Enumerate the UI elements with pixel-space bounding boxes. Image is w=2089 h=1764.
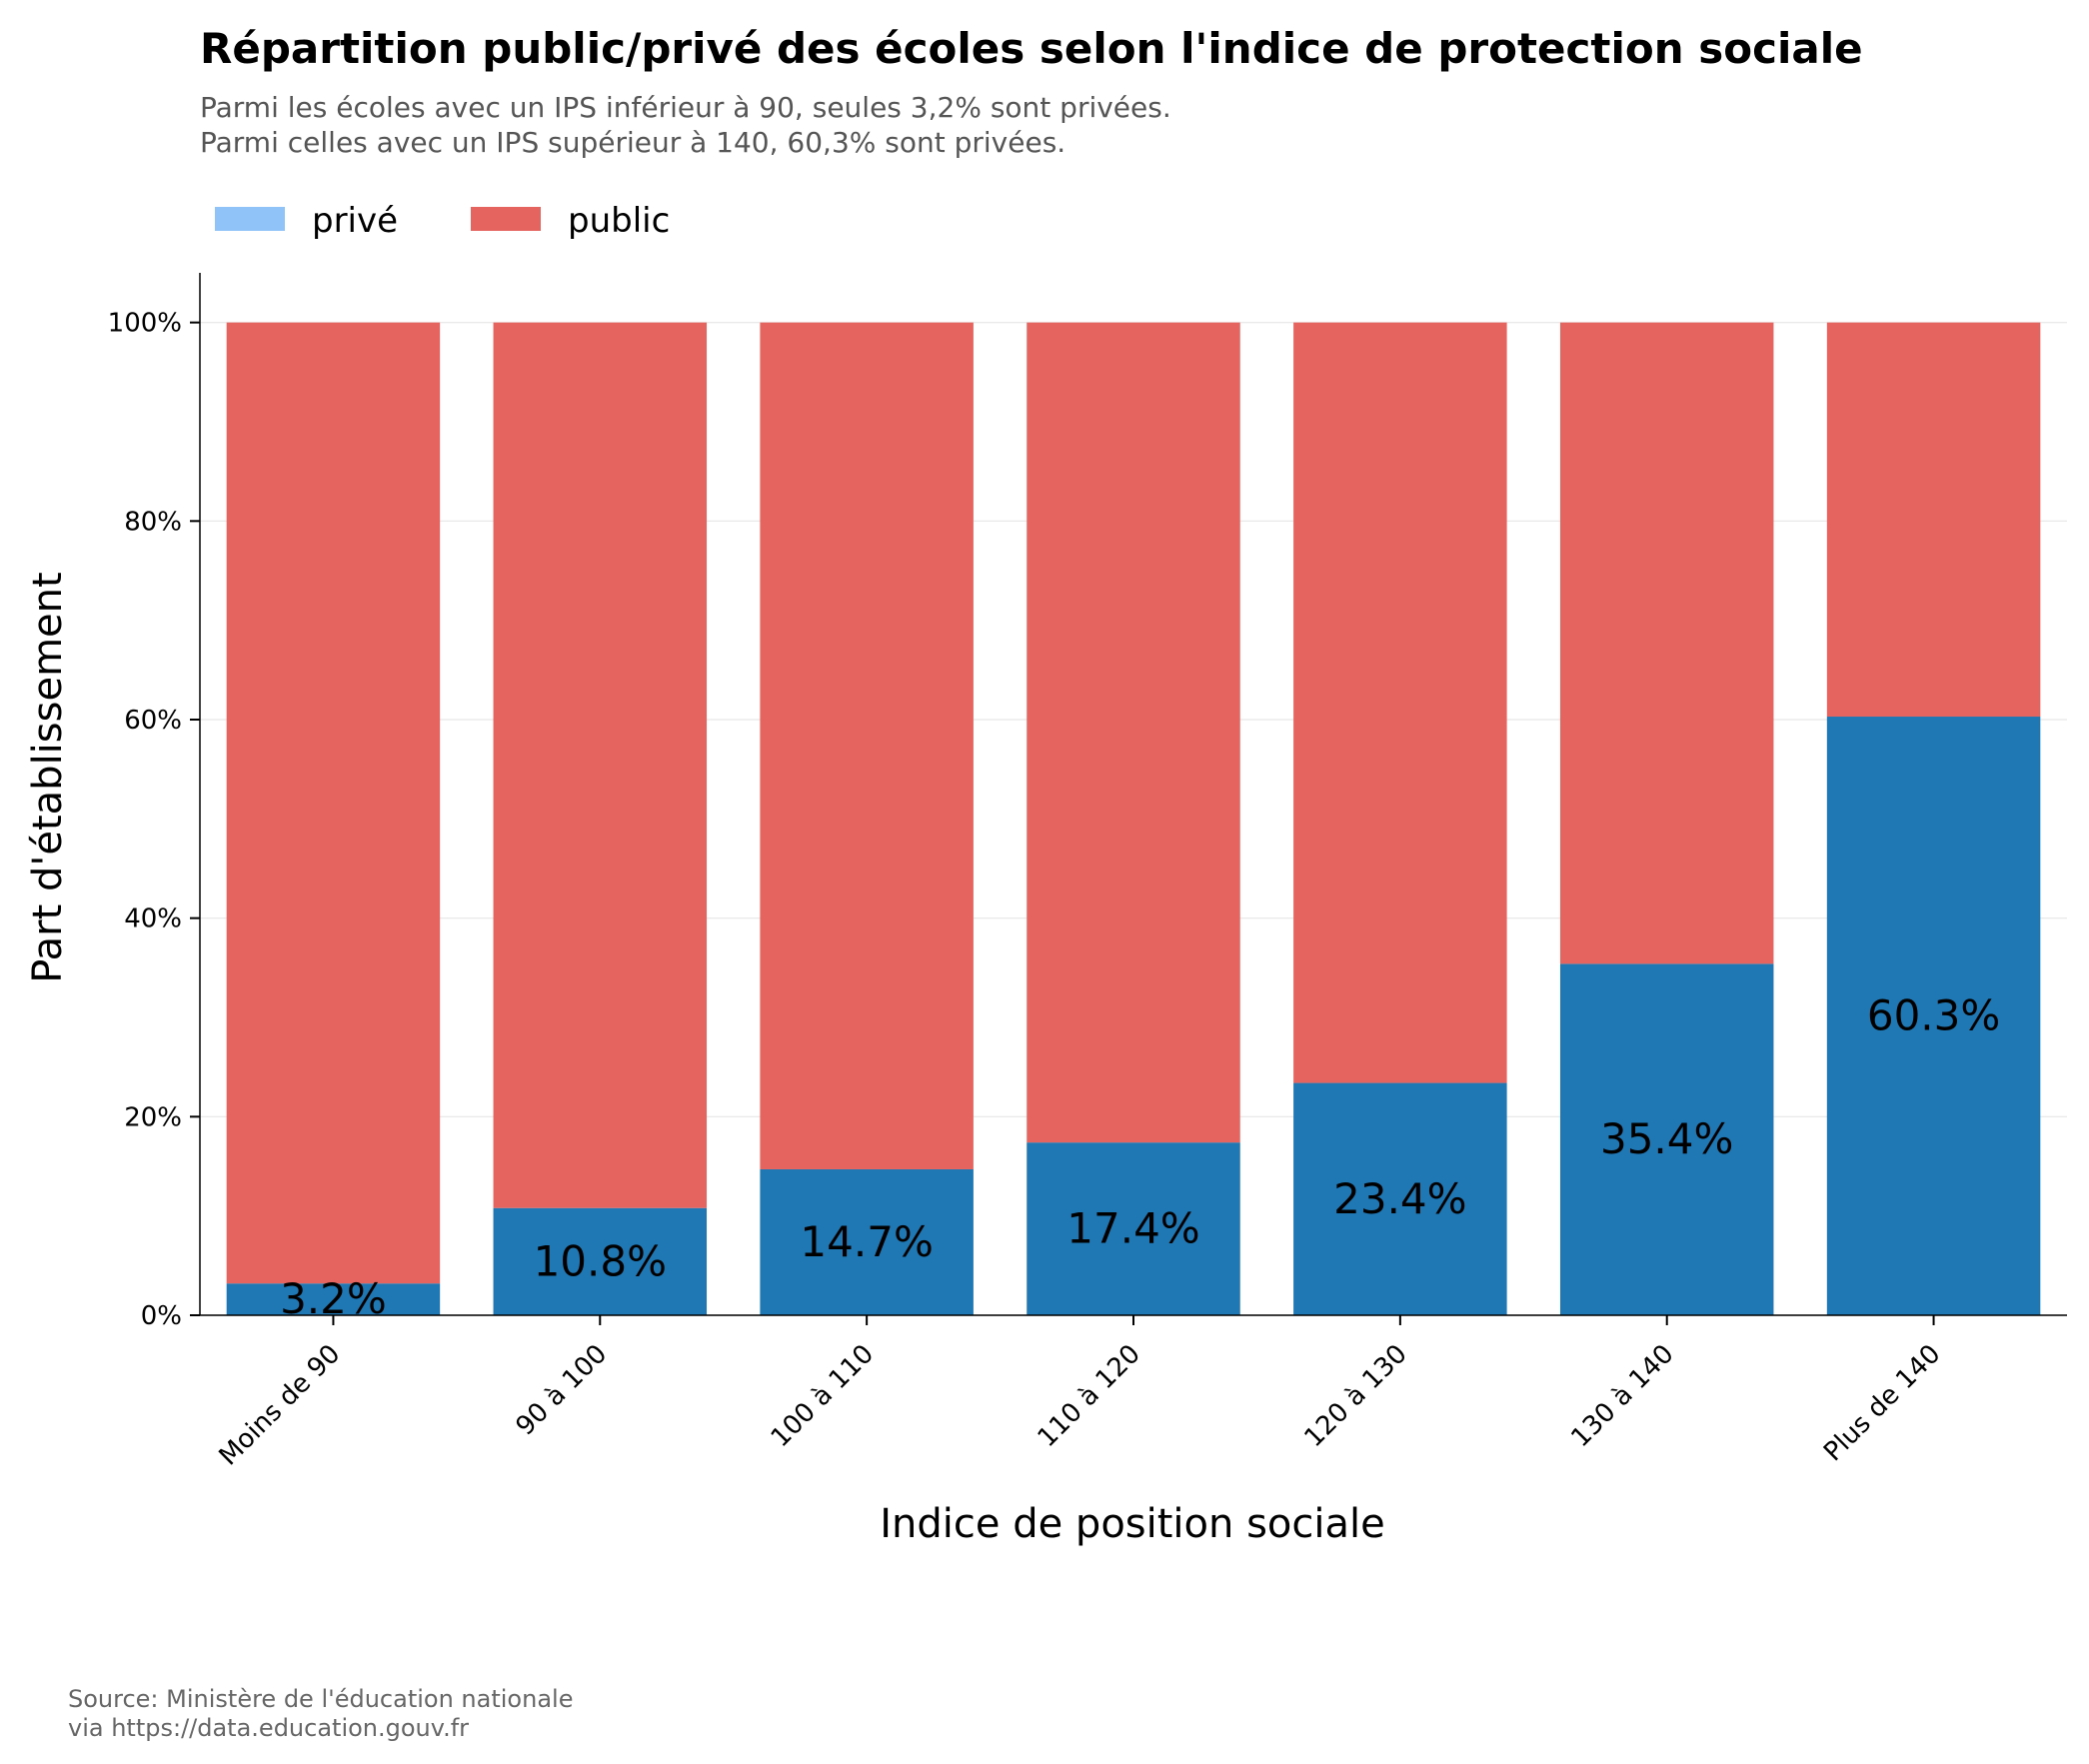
chart-subtitle-line-2: Parmi celles avec un IPS supérieur à 140…: [200, 126, 1065, 159]
bar-public-0: [226, 322, 441, 1284]
bar-data-label: 3.2%: [280, 1274, 387, 1323]
y-tick-label: 40%: [124, 904, 182, 934]
bar-data-label: 60.3%: [1867, 991, 2000, 1040]
bar-public-3: [1027, 322, 1240, 1143]
bar-public-1: [493, 322, 708, 1208]
legend: privé public: [215, 201, 670, 241]
y-tick-label: 100%: [108, 309, 182, 339]
x-tick-label: 110 à 120: [1033, 1339, 1146, 1453]
chart-title: Répartition public/privé des écoles selo…: [200, 24, 1863, 73]
bar-data-label: 23.4%: [1333, 1174, 1466, 1223]
x-tick-label: 120 à 130: [1298, 1339, 1412, 1453]
y-tick-label: 80%: [124, 507, 182, 537]
bar-priv-1: [493, 1207, 708, 1315]
legend-swatch-priv: [215, 207, 285, 231]
bar-public-6: [1826, 322, 2041, 718]
bar-public-5: [1559, 322, 1774, 964]
source-line-1: Source: Ministère de l'éducation nationa…: [68, 1685, 573, 1713]
bar-data-label: 17.4%: [1066, 1204, 1199, 1253]
bar-priv-4: [1293, 1082, 1507, 1315]
bar-labels: 3.2% 10.8% 14.7% 17.4% 23.4% 35.4% 60.3%: [280, 991, 2000, 1324]
bar-data-label: 35.4%: [1600, 1114, 1733, 1163]
x-tick-label: 100 à 110: [766, 1339, 880, 1453]
chart-subtitle-line-1: Parmi les écoles avec un IPS inférieur à…: [200, 91, 1171, 124]
bars: [226, 322, 2041, 1315]
bar-public-2: [760, 322, 974, 1169]
bar-priv-5: [1559, 963, 1774, 1315]
bar-priv-0: [226, 1283, 441, 1315]
x-tick-label: 130 à 140: [1565, 1339, 1679, 1453]
bar-priv-2: [760, 1168, 974, 1315]
x-tick-label: 90 à 100: [511, 1339, 614, 1442]
y-tick-label: 0%: [141, 1301, 182, 1331]
y-tick-label: 20%: [124, 1102, 182, 1132]
bar-priv-3: [1027, 1142, 1240, 1315]
source-line-2: via https://data.education.gouv.fr: [68, 1714, 469, 1742]
x-axis-label: Indice de position sociale: [880, 1501, 1385, 1547]
y-axis-label: Part d'établissement: [25, 572, 71, 982]
x-tick-label: Plus de 140: [1818, 1339, 1946, 1467]
legend-label: privé: [312, 201, 398, 241]
bar-priv-6: [1826, 717, 2041, 1315]
y-tick-label: 60%: [124, 706, 182, 736]
bar-data-label: 10.8%: [534, 1236, 667, 1285]
legend-label: public: [568, 201, 670, 241]
bar-data-label: 14.7%: [800, 1217, 933, 1266]
bar-public-4: [1293, 322, 1507, 1083]
legend-swatch-public: [471, 207, 541, 231]
x-tick-label: Moins de 90: [214, 1339, 347, 1472]
